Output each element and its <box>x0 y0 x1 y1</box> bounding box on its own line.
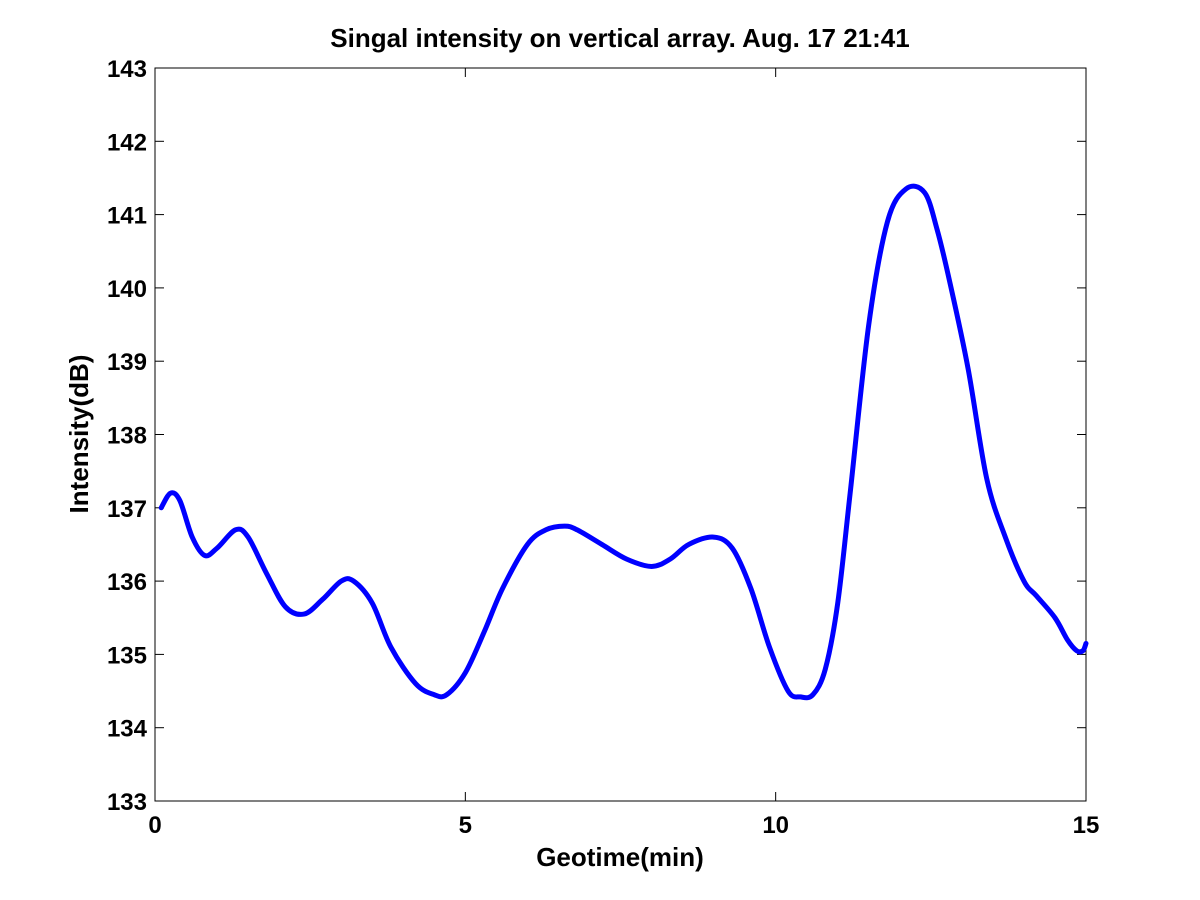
y-tick-label: 139 <box>107 349 147 376</box>
axis-ticks <box>154 67 1087 802</box>
intensity-line <box>158 183 1089 701</box>
chart-title: Singal intensity on vertical array. Aug.… <box>330 23 909 53</box>
y-tick-label: 142 <box>107 129 147 156</box>
y-tick-label: 133 <box>107 789 147 816</box>
y-axis-label: Intensity(dB) <box>64 355 94 514</box>
y-tick-label: 143 <box>107 56 147 83</box>
y-tick-label: 140 <box>107 276 147 303</box>
y-tick-label: 134 <box>107 716 148 743</box>
y-tick-label: 135 <box>107 642 147 669</box>
y-tick-labels: 133 134 135 136 137 138 139 140 141 142 143 <box>107 56 148 816</box>
x-tick-labels: 0 5 10 15 <box>148 812 1099 839</box>
y-tick-label: 136 <box>107 569 147 596</box>
x-tick-label: 10 <box>762 812 789 839</box>
x-tick-label: 15 <box>1073 812 1100 839</box>
plot-area <box>154 67 1087 802</box>
y-tick-label: 141 <box>107 203 147 230</box>
y-tick-label: 138 <box>107 423 147 450</box>
y-tick-label: 137 <box>107 496 147 523</box>
x-tick-label: 0 <box>148 812 161 839</box>
x-tick-label: 5 <box>459 812 472 839</box>
x-axis-label: Geotime(min) <box>536 842 704 872</box>
